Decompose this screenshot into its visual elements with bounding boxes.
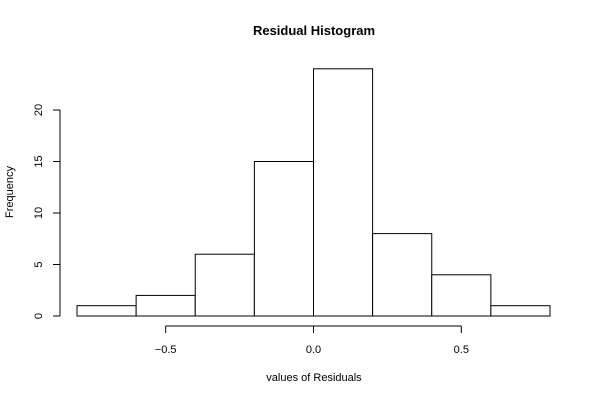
histogram-bar (194, 253, 255, 317)
x-axis: −0.5 0.0 0.5 (155, 325, 469, 356)
histogram-bar (313, 68, 374, 317)
bars-group (76, 68, 551, 317)
x-tick-label: 0.5 (454, 344, 469, 356)
y-tick-label: 20 (33, 104, 45, 116)
y-tick-label: 15 (33, 155, 45, 167)
y-tick-label: 5 (33, 261, 45, 267)
y-tick-label: 10 (33, 207, 45, 219)
chart-title: Residual Histogram (253, 23, 375, 38)
histogram-bar (135, 294, 196, 317)
histogram-bar (490, 305, 551, 317)
y-axis: 0 5 10 15 20 (33, 104, 61, 319)
y-tick-label: 0 (33, 313, 45, 319)
x-axis-label: values of Residuals (266, 372, 362, 384)
histogram-bar (431, 274, 492, 317)
histogram-bar (372, 233, 433, 317)
x-tick-label: −0.5 (155, 344, 177, 356)
y-axis-label: Frequency (4, 166, 16, 218)
histogram-bar (76, 305, 137, 317)
histogram-bar (253, 161, 315, 317)
x-tick-label: 0.0 (306, 344, 321, 356)
